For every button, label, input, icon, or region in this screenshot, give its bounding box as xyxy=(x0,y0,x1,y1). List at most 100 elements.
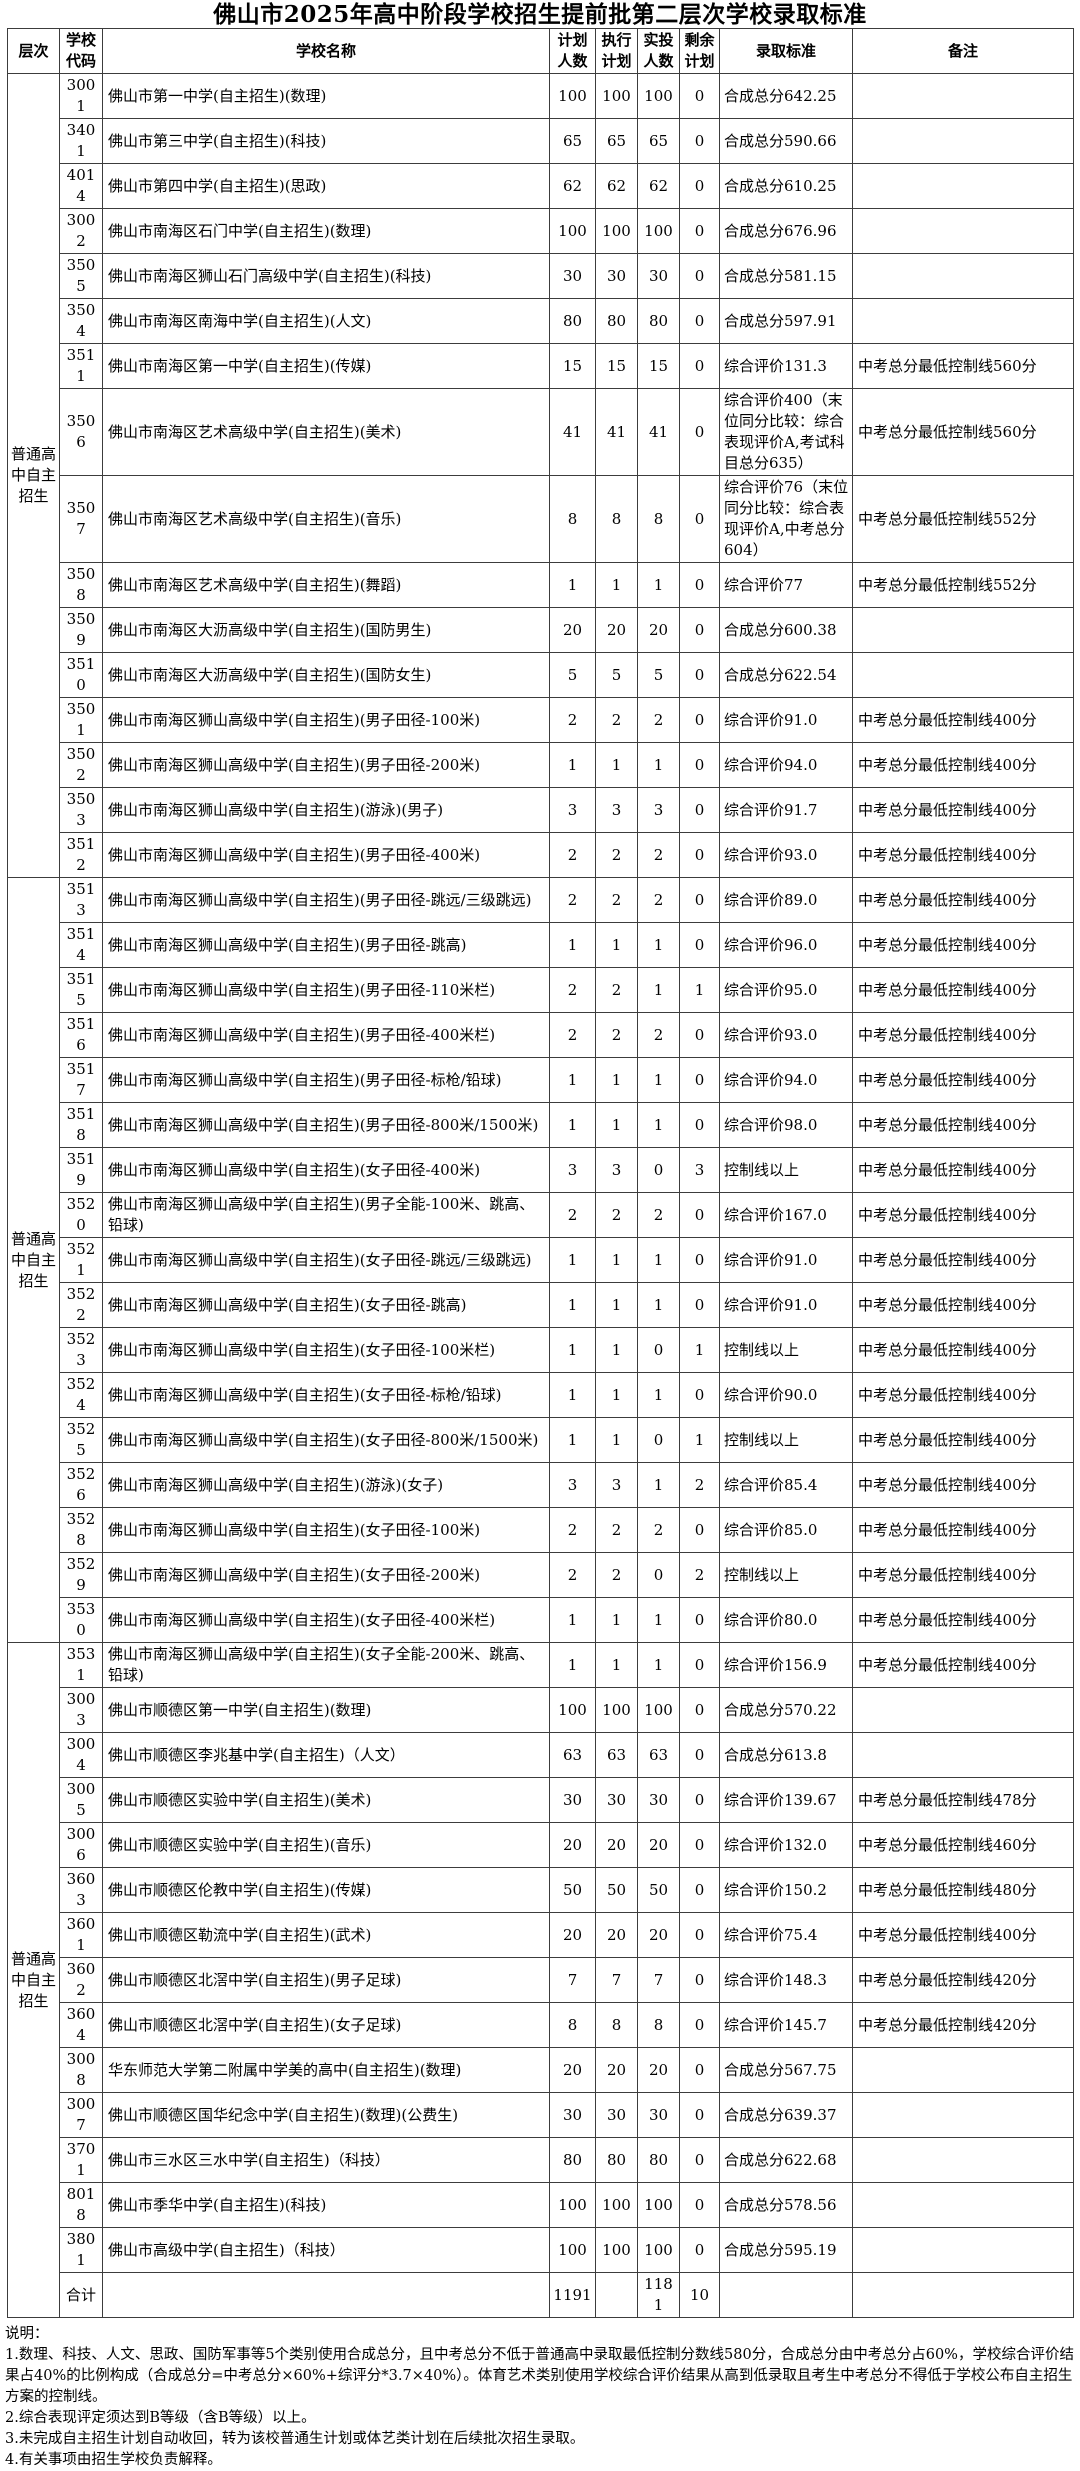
executed-plan: 1 xyxy=(595,562,638,608)
table-row: 3602 佛山市顺德区北滘中学(自主招生)(男子足球) 7 7 7 0 综合评价148.3 中… xyxy=(8,1957,1074,2003)
remaining-plan: 0 xyxy=(679,2002,720,2048)
executed-plan: 30 xyxy=(595,1777,638,1823)
school-name: 佛山市南海区狮山高级中学(自主招生)(男子田径-800米/1500米) xyxy=(102,1102,550,1148)
planned-count: 1 xyxy=(549,1057,596,1103)
admission-standard: 合成总分581.15 xyxy=(719,253,853,299)
actual-count: 1 xyxy=(637,1642,680,1688)
admission-standard: 合成总分578.56 xyxy=(719,2182,853,2228)
remark xyxy=(852,2182,1074,2228)
school-code: 3506 xyxy=(59,388,103,476)
remaining-plan: 0 xyxy=(679,1867,720,1913)
total-row: 合计 1191 1181 10 xyxy=(8,2272,1074,2318)
school-name: 佛山市南海区艺术高级中学(自主招生)(美术) xyxy=(102,388,550,476)
table-row: 3701 佛山市三水区三水中学(自主招生)（科技） 80 80 80 0 合成总分622.6… xyxy=(8,2137,1074,2183)
executed-plan: 2 xyxy=(595,967,638,1013)
school-code: 3801 xyxy=(59,2227,103,2273)
admission-standard: 综合评价91.0 xyxy=(719,697,853,743)
table-row: 3520 佛山市南海区狮山高级中学(自主招生)(男子全能-100米、跳高、铅球) 2… xyxy=(8,1192,1074,1238)
planned-count: 2 xyxy=(549,1012,596,1058)
remaining-plan: 0 xyxy=(679,1282,720,1328)
executed-plan: 62 xyxy=(595,163,638,209)
table-row: 3529 佛山市南海区狮山高级中学(自主招生)(女子田径-200米) 2 2 0 2 控制线… xyxy=(8,1552,1074,1598)
admission-standard: 综合评价94.0 xyxy=(719,1057,853,1103)
executed-plan: 2 xyxy=(595,1552,638,1598)
executed-plan: 7 xyxy=(595,1957,638,2003)
school-name: 佛山市南海区狮山高级中学(自主招生)(男子田径-100米) xyxy=(102,697,550,743)
admission-standard: 综合评价167.0 xyxy=(719,1192,853,1238)
actual-count: 0 xyxy=(637,1417,680,1463)
actual-count: 100 xyxy=(637,1687,680,1733)
admission-standard: 综合评价85.4 xyxy=(719,1462,853,1508)
school-code: 3508 xyxy=(59,562,103,608)
planned-count: 3 xyxy=(549,1462,596,1508)
executed-plan: 1 xyxy=(595,1282,638,1328)
executed-plan: 80 xyxy=(595,298,638,344)
executed-plan: 1 xyxy=(595,922,638,968)
table-row: 3006 佛山市顺德区实验中学(自主招生)(音乐) 20 20 20 0 综合评价132.0… xyxy=(8,1822,1074,1868)
admission-standard: 综合评价76（末位同分比较：综合表现评价A,中考总分604） xyxy=(719,475,853,563)
remark: 中考总分最低控制线400分 xyxy=(852,1147,1074,1193)
table-row: 3525 佛山市南海区狮山高级中学(自主招生)(女子田径-800米/1500米) 1… xyxy=(8,1417,1074,1463)
table-row: 3401 佛山市第三中学(自主招生)(科技) 65 65 65 0 合成总分590.66 xyxy=(8,118,1074,164)
table-row: 3509 佛山市南海区大沥高级中学(自主招生)(国防男生) 20 20 20 0 合成总分6… xyxy=(8,607,1074,653)
actual-count: 1 xyxy=(637,742,680,788)
actual-count: 5 xyxy=(637,652,680,698)
planned-count: 8 xyxy=(549,2002,596,2048)
table-row: 3503 佛山市南海区狮山高级中学(自主招生)(游泳)(男子) 3 3 3 0 综合评价91… xyxy=(8,787,1074,833)
remark xyxy=(852,607,1074,653)
actual-count: 2 xyxy=(637,697,680,743)
remark: 中考总分最低控制线400分 xyxy=(852,1012,1074,1058)
table-row: 3512 佛山市南海区狮山高级中学(自主招生)(男子田径-400米) 2 2 2 0 综合评… xyxy=(8,832,1074,878)
actual-count: 30 xyxy=(637,2092,680,2138)
school-name: 佛山市南海区狮山高级中学(自主招生)(男子田径-400米) xyxy=(102,832,550,878)
executed-plan: 2 xyxy=(595,877,638,923)
school-name: 佛山市第四中学(自主招生)(思政) xyxy=(102,163,550,209)
planned-count: 1 xyxy=(549,1597,596,1643)
remark: 中考总分最低控制线420分 xyxy=(852,2002,1074,2048)
remaining-plan: 0 xyxy=(679,1777,720,1823)
school-name: 佛山市南海区狮山高级中学(自主招生)(男子田径-标枪/铅球) xyxy=(102,1057,550,1103)
school-name: 佛山市南海区大沥高级中学(自主招生)(国防女生) xyxy=(102,652,550,698)
planned-count: 1 xyxy=(549,1237,596,1283)
executed-plan: 2 xyxy=(595,1192,638,1238)
total-label: 合计 xyxy=(59,2272,103,2318)
actual-count: 30 xyxy=(637,1777,680,1823)
actual-count: 2 xyxy=(637,1192,680,1238)
school-name: 佛山市南海区狮山高级中学(自主招生)(男子田径-跳远/三级跳远) xyxy=(102,877,550,923)
remaining-plan: 0 xyxy=(679,2137,720,2183)
remaining-plan: 0 xyxy=(679,697,720,743)
admission-standard: 综合评价148.3 xyxy=(719,1957,853,2003)
planned-count: 1 xyxy=(549,1642,596,1688)
school-name: 佛山市顺德区李兆基中学(自主招生)（人文） xyxy=(102,1732,550,1778)
remaining-plan: 0 xyxy=(679,922,720,968)
remaining-plan: 1 xyxy=(679,967,720,1013)
table-row: 3008 华东师范大学第二附属中学美的高中(自主招生)(数理) 20 20 20 0 合成总… xyxy=(8,2047,1074,2093)
admission-standard: 控制线以上 xyxy=(719,1147,853,1193)
remark xyxy=(852,2272,1074,2318)
planned-count: 8 xyxy=(549,475,596,563)
remark: 中考总分最低控制线400分 xyxy=(852,1327,1074,1373)
school-name: 佛山市南海区狮山高级中学(自主招生)(男子全能-100米、跳高、铅球) xyxy=(102,1192,550,1238)
school-code: 3701 xyxy=(59,2137,103,2183)
admission-standard: 控制线以上 xyxy=(719,1327,853,1373)
actual-count: 2 xyxy=(637,832,680,878)
admission-standard: 合成总分622.54 xyxy=(719,652,853,698)
executed-plan: 1 xyxy=(595,1417,638,1463)
planned-total: 1191 xyxy=(549,2272,596,2318)
school-code: 3512 xyxy=(59,832,103,878)
actual-count: 2 xyxy=(637,877,680,923)
school-name: 佛山市顺德区国华纪念中学(自主招生)(数理)(公费生) xyxy=(102,2092,550,2138)
remaining-plan: 0 xyxy=(679,1732,720,1778)
school-name: 佛山市顺德区实验中学(自主招生)(音乐) xyxy=(102,1822,550,1868)
remark xyxy=(852,208,1074,254)
table-row: 3003 佛山市顺德区第一中学(自主招生)(数理) 100 100 100 0 合成总分57… xyxy=(8,1687,1074,1733)
actual-count: 50 xyxy=(637,1867,680,1913)
actual-count: 8 xyxy=(637,2002,680,2048)
remaining-plan: 0 xyxy=(679,1102,720,1148)
level-cell: 普通高中自主招生 xyxy=(7,73,60,878)
executed-plan: 15 xyxy=(595,343,638,389)
planned-count: 100 xyxy=(549,2182,596,2228)
header-planned: 计划人数 xyxy=(549,28,596,74)
school-name: 佛山市第一中学(自主招生)(数理) xyxy=(102,73,550,119)
remark: 中考总分最低控制线400分 xyxy=(852,967,1074,1013)
